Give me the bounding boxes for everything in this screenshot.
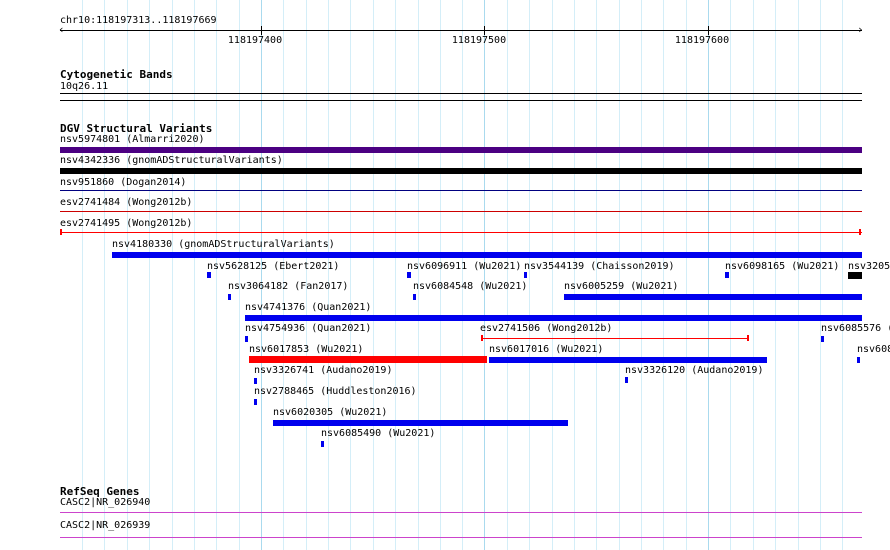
cytoband-label: 10q26.11 (60, 81, 109, 92)
variant-bar[interactable] (60, 232, 862, 233)
variant-label: nsv5628125 (Ebert2021) (207, 261, 340, 272)
variant-label: nsv6084548 (Wu2021) (413, 281, 528, 292)
variant-label: nsv6020305 (Wu2021) (273, 407, 388, 418)
variant-bar[interactable] (481, 338, 749, 339)
ruler-major-tick (484, 26, 485, 35)
variant-bar[interactable] (821, 336, 824, 342)
variant-label: esv2741495 (Wong2012b) (60, 218, 193, 229)
variant-bar[interactable] (407, 272, 411, 278)
variant-label: nsv951860 (Dogan2014) (60, 177, 187, 188)
variant-bar[interactable] (489, 357, 767, 363)
variant-label: nsv6085490 (Wu2021) (321, 428, 436, 439)
gene-intron-line[interactable] (60, 537, 862, 538)
variant-label: nsv6017853 (Wu2021) (249, 344, 364, 355)
variant-bar[interactable] (245, 315, 862, 321)
ruler-left-arrow-icon: ‹ (58, 23, 65, 36)
variant-bar[interactable] (112, 252, 862, 258)
variant-bar[interactable] (60, 190, 862, 191)
ruler-right-arrow-icon: › (857, 23, 864, 36)
gene-label: CASC2|NR_026940 (60, 497, 151, 508)
variant-label: nsv5974801 (Almarri2020) (60, 134, 205, 145)
variant-bar[interactable] (725, 272, 729, 278)
ruler-axis[interactable] (60, 30, 862, 31)
variant-bar[interactable] (848, 272, 862, 279)
variant-label: nsv2788465 (Huddleston2016) (254, 386, 417, 397)
variant-bar[interactable] (60, 147, 862, 153)
gene-label: CASC2|NR_026939 (60, 520, 151, 531)
variant-end-cap (747, 335, 749, 341)
variant-label: nsv3205 (848, 261, 890, 272)
variant-end-cap (60, 229, 62, 235)
variant-label: nsv6017016 (Wu2021) (489, 344, 604, 355)
ruler-major-tick (261, 26, 262, 35)
variant-bar[interactable] (60, 211, 862, 212)
variant-label: nsv3326120 (Audano2019) (625, 365, 764, 376)
variant-label: nsv6005259 (Wu2021) (564, 281, 679, 292)
variant-bar[interactable] (254, 378, 257, 384)
dgv-track-title: DGV Structural Variants (60, 122, 213, 135)
variant-bar[interactable] (625, 377, 628, 383)
cytobands-track-title: Cytogenetic Bands (60, 68, 173, 81)
variant-label: nsv6098165 (Wu2021) (725, 261, 840, 272)
refseq-track-title: RefSeq Genes (60, 485, 140, 498)
variant-bar[interactable] (524, 272, 527, 278)
variant-label: nsv608 (857, 344, 890, 355)
variant-label: nsv4741376 (Quan2021) (245, 302, 372, 313)
variant-label: nsv4180330 (gnomADStructuralVariants) (112, 239, 335, 250)
ruler-tick-label: 118197500 (451, 35, 507, 46)
variant-bar[interactable] (564, 294, 862, 300)
variant-bar[interactable] (273, 420, 568, 426)
gene-intron-line[interactable] (60, 512, 862, 513)
variant-label: nsv6096911 (Wu2021) (407, 261, 522, 272)
variant-bar[interactable] (245, 336, 248, 342)
ruler-tick-label: 118197400 (227, 35, 283, 46)
region-label: chr10:118197313..118197669 (60, 15, 217, 26)
ruler-major-tick (708, 26, 709, 35)
variant-label: nsv6085576 ( (821, 323, 890, 334)
variant-bar[interactable] (249, 356, 487, 363)
variant-label: nsv4342336 (gnomADStructuralVariants) (60, 155, 283, 166)
variant-label: nsv3544139 (Chaisson2019) (524, 261, 675, 272)
variant-bar[interactable] (60, 168, 862, 174)
variant-bar[interactable] (207, 272, 211, 278)
variant-end-cap (859, 229, 861, 235)
variant-label: nsv4754936 (Quan2021) (245, 323, 372, 334)
variant-label: esv2741484 (Wong2012b) (60, 197, 193, 208)
variant-bar[interactable] (857, 357, 860, 363)
variant-label: nsv3326741 (Audano2019) (254, 365, 393, 376)
ruler-tick-label: 118197600 (674, 35, 730, 46)
variant-bar[interactable] (228, 294, 231, 300)
variant-label: nsv3064182 (Fan2017) (228, 281, 349, 292)
variant-bar[interactable] (321, 441, 324, 447)
track-separator (60, 100, 862, 101)
cytoband-line[interactable] (60, 93, 862, 94)
variant-label: esv2741506 (Wong2012b) (480, 323, 613, 334)
variant-bar[interactable] (254, 399, 257, 405)
variant-bar[interactable] (413, 294, 416, 300)
variant-end-cap (481, 335, 483, 341)
